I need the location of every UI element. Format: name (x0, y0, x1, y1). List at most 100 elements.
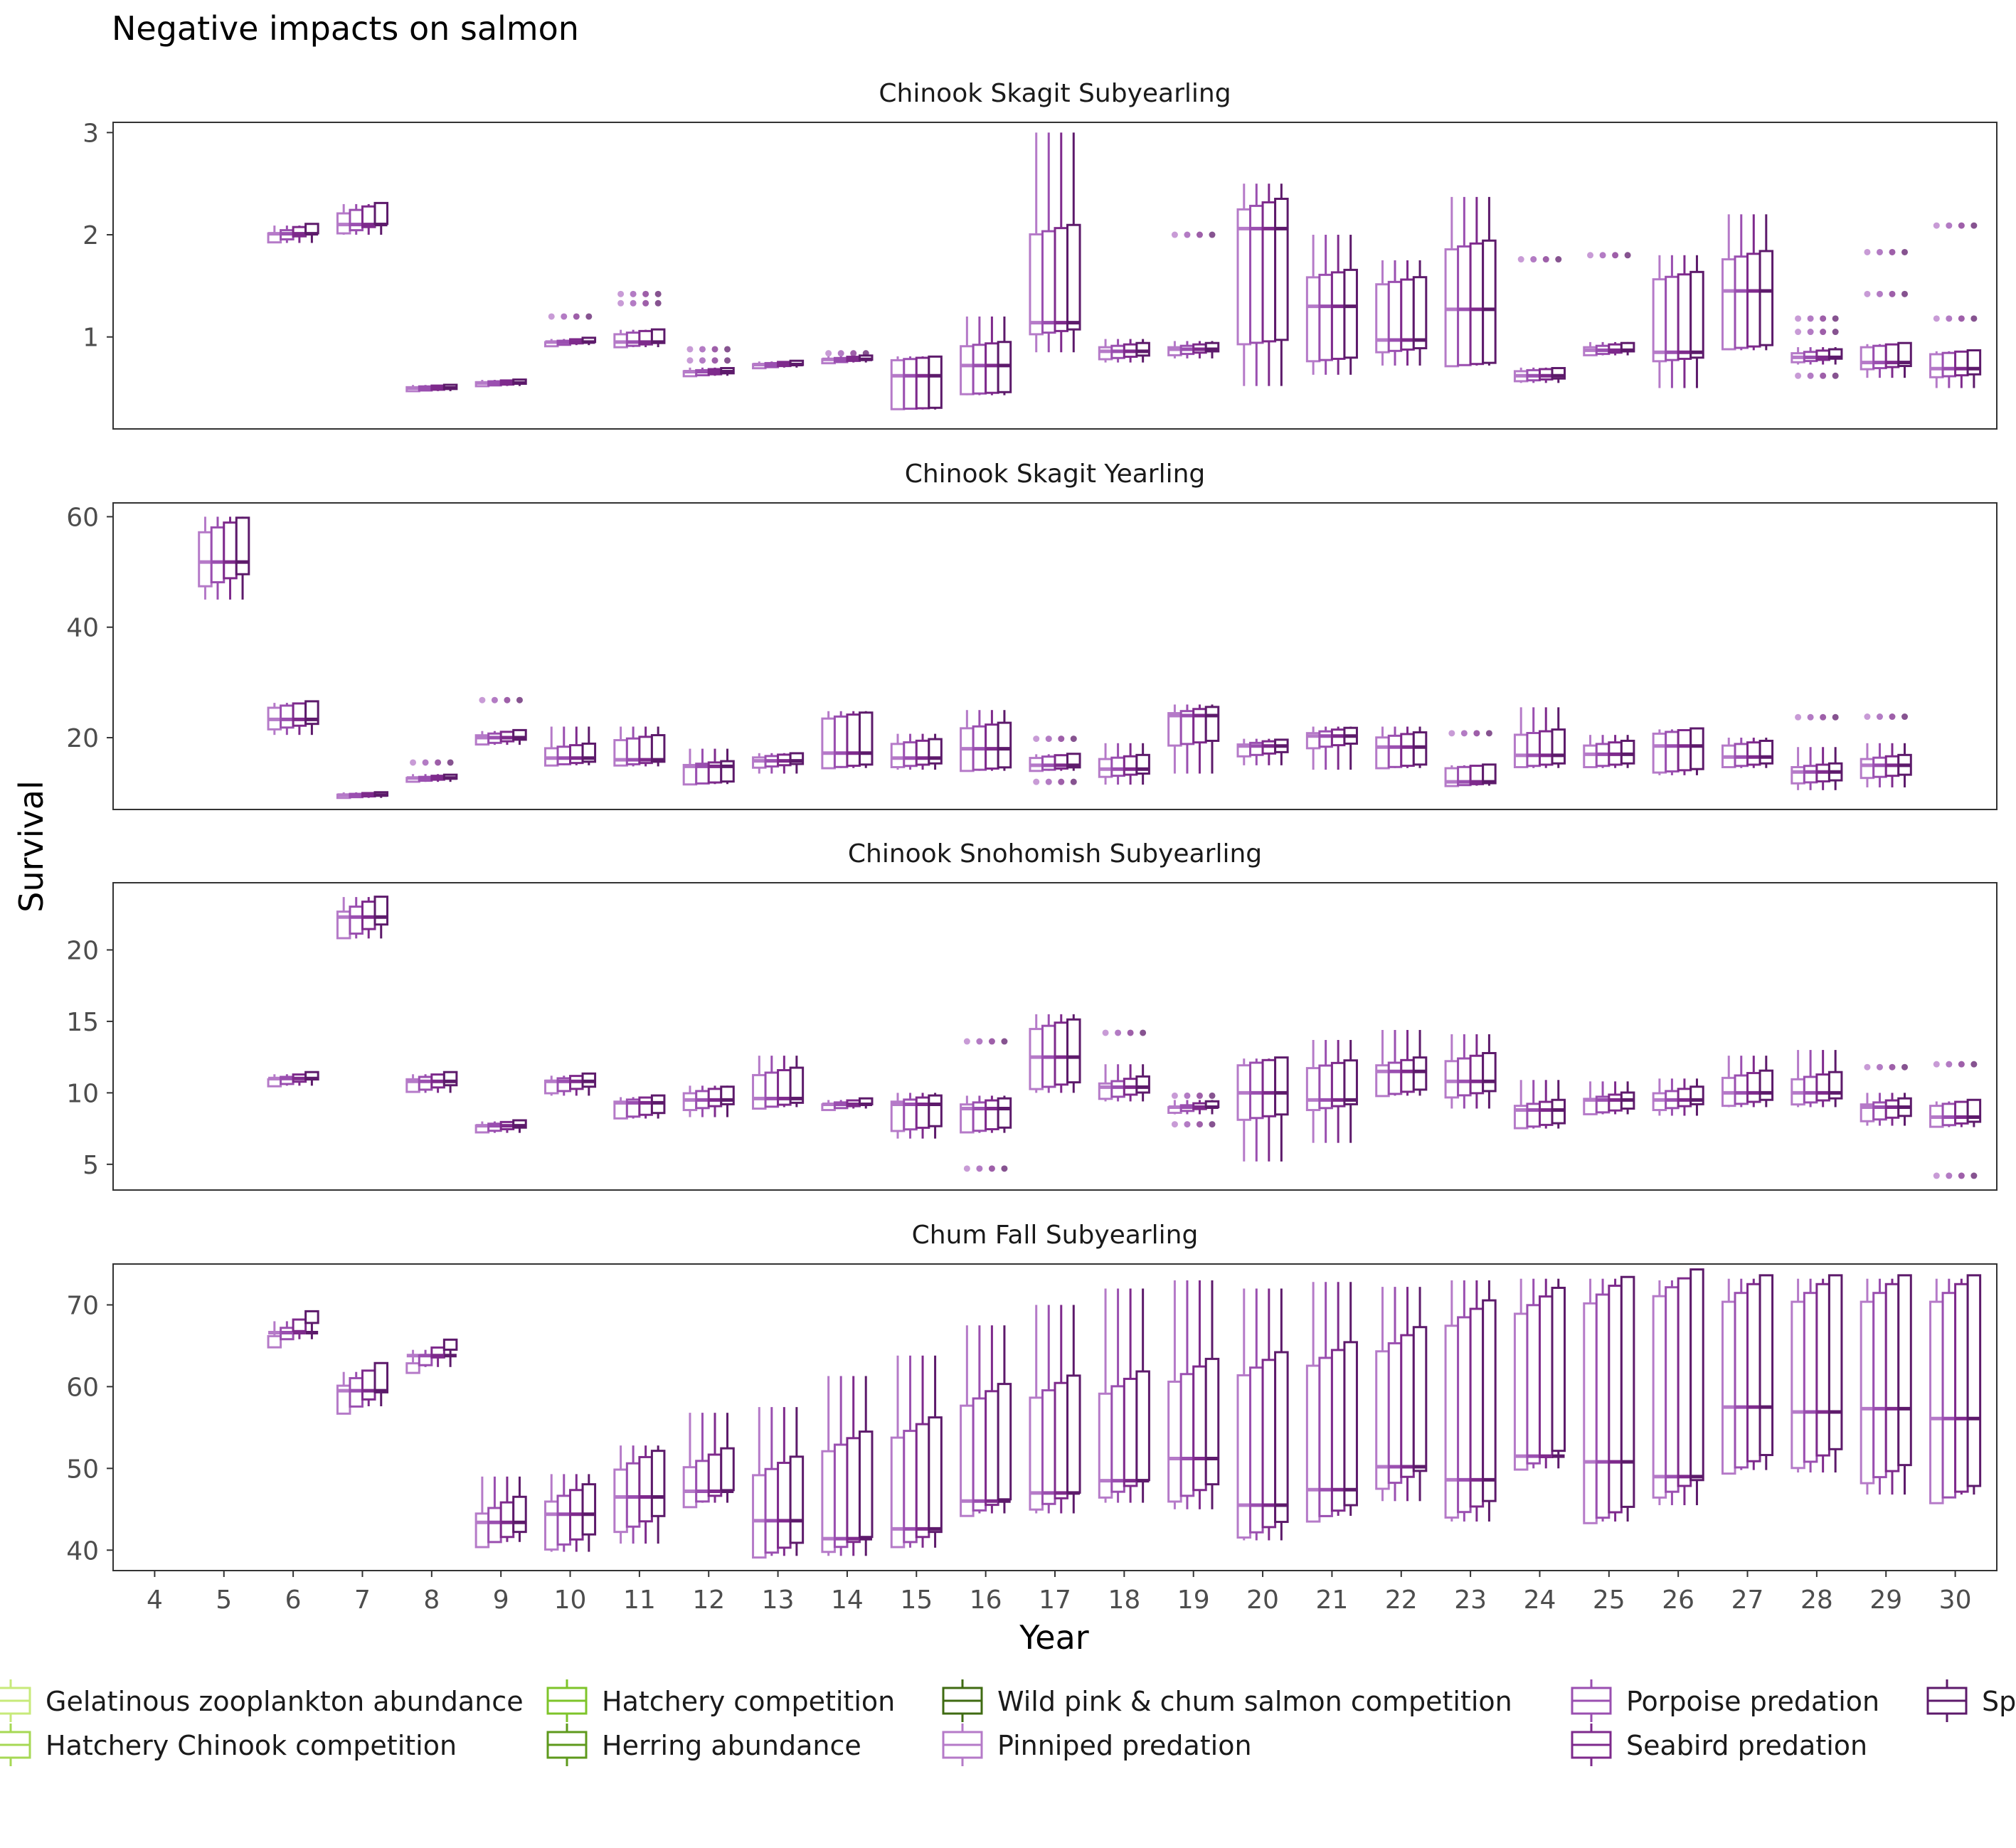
box (1343, 1341, 1358, 1507)
box-group-year-10 (543, 1474, 597, 1552)
box-group-year-28 (1790, 1274, 1843, 1473)
box (267, 1334, 282, 1349)
outlier-point (1209, 231, 1216, 238)
outlier-point (617, 290, 625, 297)
box (405, 1362, 420, 1374)
box (304, 1310, 319, 1324)
outlier-point (1946, 315, 1953, 322)
box (1652, 732, 1667, 774)
outlier-point (1820, 372, 1827, 379)
box-group-year-8 (405, 1071, 458, 1093)
box (1860, 758, 1875, 780)
box (985, 723, 999, 770)
box (1689, 1268, 1704, 1482)
box-group-year-7 (336, 1361, 389, 1415)
box (1029, 1028, 1044, 1090)
outlier-point (1946, 1061, 1953, 1068)
y-tick-label: 60 (66, 1373, 99, 1402)
outlier-point (1612, 252, 1619, 259)
outlier-point (1001, 1165, 1008, 1172)
box (1135, 1370, 1150, 1482)
box (556, 745, 572, 765)
box (960, 345, 975, 395)
outlier-point (1460, 730, 1468, 737)
box-group-year-14 (821, 711, 874, 770)
box (915, 1423, 930, 1539)
box (821, 717, 836, 770)
box (1758, 1069, 1774, 1101)
y-tick-label: 40 (66, 1536, 99, 1566)
box (373, 201, 389, 225)
box-group-year-17 (1029, 736, 1081, 785)
outlier-point (988, 1038, 995, 1045)
box-group-year-15 (890, 355, 943, 410)
box (1872, 1292, 1887, 1479)
box-group-year-12 (682, 748, 735, 786)
box (1457, 1316, 1472, 1514)
box-group-year-15 (890, 733, 943, 770)
outlier-point (850, 350, 857, 357)
box-group-year-17 (1029, 1014, 1081, 1093)
outlier-point (1864, 290, 1871, 297)
outlier-point (1901, 713, 1909, 721)
panel-border (112, 882, 1998, 1191)
box-group-year-13 (752, 752, 805, 774)
outlier-point (1196, 1092, 1203, 1099)
y-tick-label: 2 (83, 221, 99, 250)
box (1305, 1364, 1321, 1523)
box (1375, 283, 1390, 354)
x-tick-label: 6 (285, 1586, 302, 1615)
box-group-year-14 (821, 1097, 874, 1112)
box (972, 1397, 987, 1512)
box-group-year-30 (1929, 222, 1982, 388)
box (1677, 273, 1692, 360)
box (1721, 258, 1736, 351)
x-tick-label: 8 (423, 1586, 440, 1615)
box-group-year-6 (267, 700, 319, 736)
x-tick-label: 11 (623, 1586, 656, 1615)
x-tick-label: 20 (1246, 1586, 1279, 1615)
box (1526, 1304, 1541, 1465)
outlier-point (654, 290, 662, 297)
outlier-point (1624, 252, 1631, 259)
outlier-point (1933, 315, 1940, 322)
box (1929, 353, 1944, 378)
outlier-point (1820, 713, 1827, 721)
box (1860, 1300, 1875, 1485)
box (1469, 1054, 1485, 1095)
box (1884, 1099, 1900, 1119)
box-group-year-20 (1236, 1056, 1289, 1162)
panel-title: Chinook Snohomish Subyearling (848, 839, 1262, 869)
box-group-year-16 (960, 316, 1012, 395)
box-group-year-17 (1029, 1305, 1081, 1514)
x-tick-label: 19 (1177, 1586, 1210, 1615)
legend-label: Hatchery competition (602, 1686, 895, 1717)
outlier-point (1058, 736, 1065, 743)
legend-item: Pinniped predation (942, 1724, 1252, 1766)
outlier-point (642, 290, 649, 297)
outlier-point (1115, 1029, 1122, 1036)
box (650, 1450, 666, 1517)
box-group-year-6 (267, 223, 319, 244)
box (1249, 1366, 1264, 1534)
box (1620, 739, 1635, 765)
box (1583, 744, 1598, 768)
x-tick-label: 13 (762, 1586, 795, 1615)
box-group-year-29 (1860, 713, 1912, 787)
outlier-point (1140, 1029, 1147, 1036)
outlier-point (1171, 1092, 1178, 1099)
box-group-year-20 (1236, 184, 1289, 386)
box-group-year-14 (821, 350, 874, 365)
box (1041, 1389, 1056, 1505)
box (1444, 1324, 1460, 1519)
outlier-point (1196, 1121, 1203, 1128)
box (1400, 1334, 1415, 1478)
outlier-point (1876, 290, 1883, 297)
box (1790, 765, 1805, 785)
box (1066, 223, 1081, 331)
box (1412, 276, 1428, 350)
box (1135, 1075, 1150, 1094)
box (1803, 765, 1818, 784)
outlier-point (1933, 1172, 1940, 1179)
box (1274, 1351, 1289, 1524)
